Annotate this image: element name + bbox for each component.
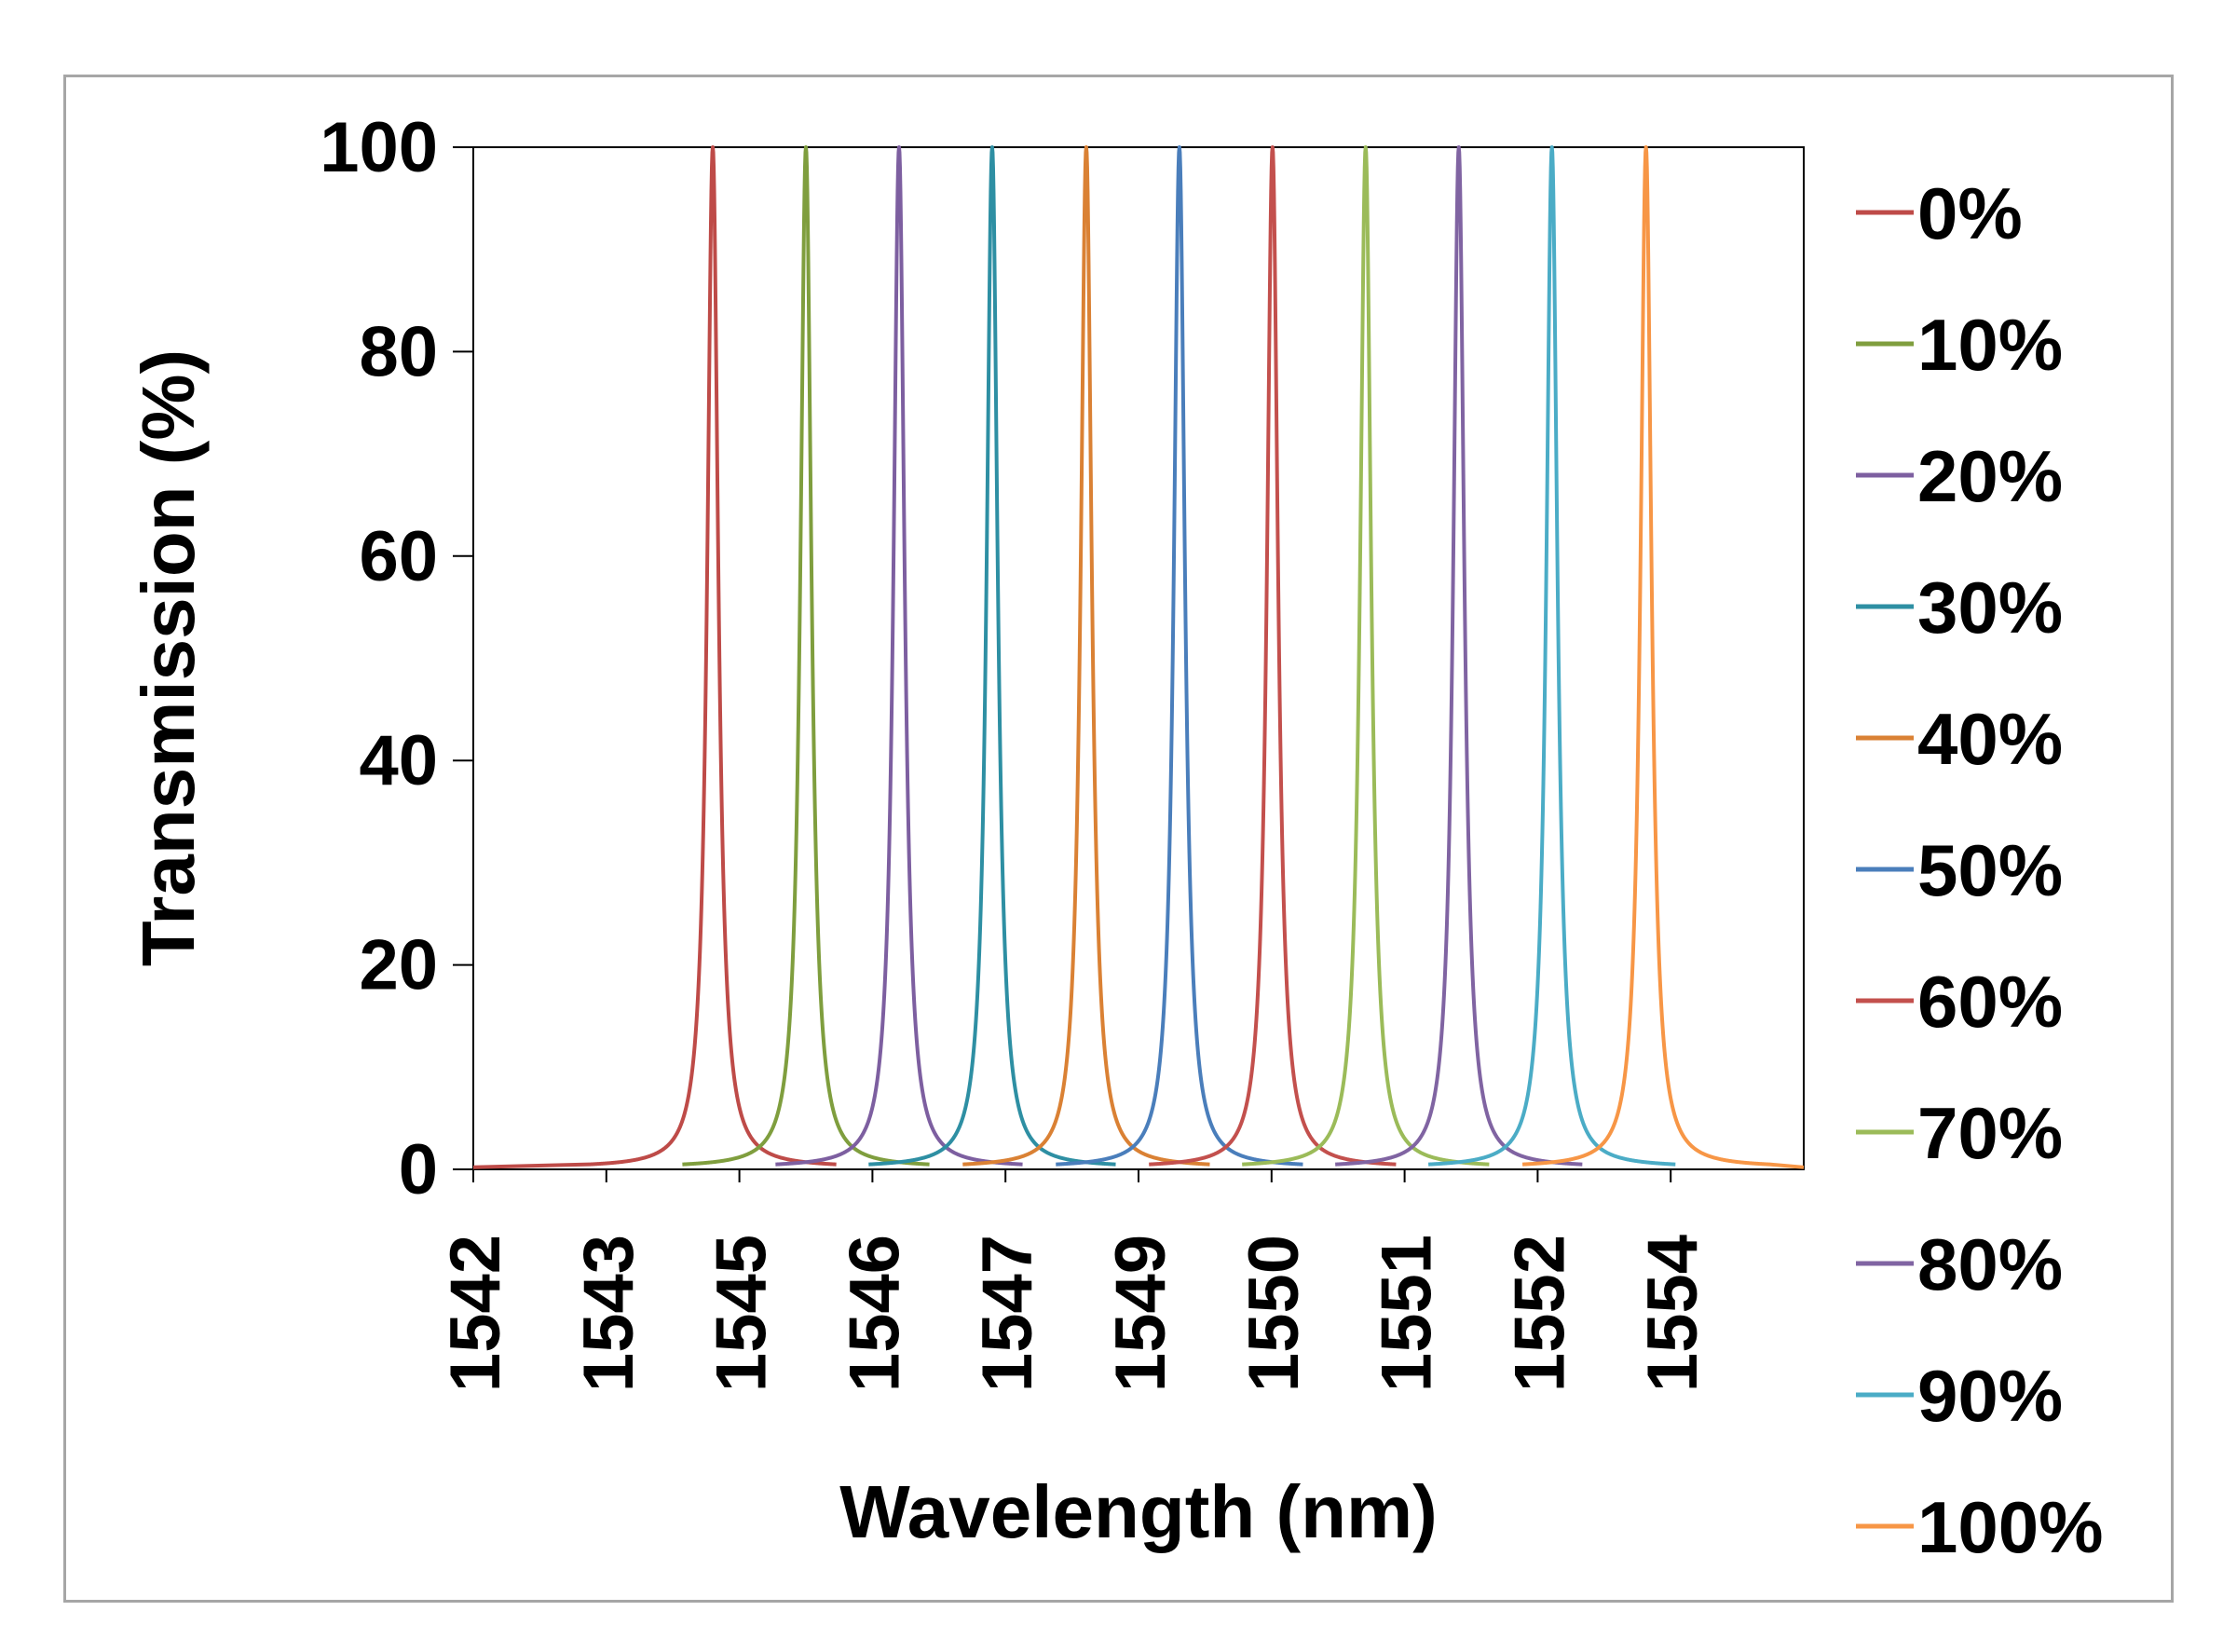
x-tick-label: 1547 — [968, 1235, 1047, 1392]
legend-label: 70% — [1917, 1092, 2063, 1174]
legend-label: 100% — [1917, 1486, 2104, 1568]
series-line-100pct — [1521, 145, 1805, 1169]
legend-label: 90% — [1917, 1355, 2063, 1437]
legend-label: 80% — [1917, 1223, 2063, 1305]
legend-label: 50% — [1917, 829, 2063, 911]
series-line-30pct — [866, 145, 1118, 1167]
legend-label: 60% — [1917, 961, 2063, 1043]
x-tick-label: 1549 — [1101, 1235, 1180, 1392]
plot-area — [472, 146, 1805, 1170]
x-tick-label: 1550 — [1234, 1235, 1314, 1392]
y-tick-label: 60 — [359, 517, 438, 596]
y-axis-title: Transmission (%) — [127, 349, 210, 966]
series-line-90pct — [1426, 145, 1677, 1167]
y-tick-label: 0 — [399, 1130, 438, 1209]
y-tick-label: 80 — [359, 312, 438, 391]
x-tick-label: 1545 — [702, 1235, 782, 1392]
y-tick-label: 40 — [359, 721, 438, 800]
series-line-70pct — [1240, 145, 1491, 1167]
series-line-50pct — [1054, 145, 1304, 1167]
series-layer — [472, 145, 1805, 1169]
y-tick-label: 20 — [359, 926, 438, 1005]
x-tick-label: 1542 — [436, 1235, 515, 1392]
x-tick-label: 1551 — [1368, 1235, 1447, 1392]
series-line-20pct — [773, 145, 1025, 1167]
x-tick-label: 1554 — [1633, 1235, 1712, 1392]
x-tick-label: 1546 — [835, 1235, 914, 1392]
x-axis: 1542 1543 1545 1546 1547 1549 1550 1551 1552 1554 — [436, 1169, 1712, 1392]
legend-label: 10% — [1917, 304, 2063, 386]
legend-label: 30% — [1917, 567, 2063, 649]
legend-label: 0% — [1917, 172, 2023, 254]
y-tick-label: 100 — [320, 108, 438, 187]
series-line-60pct — [1147, 145, 1398, 1167]
x-tick-label: 1552 — [1500, 1235, 1579, 1392]
series-line-0pct — [472, 145, 839, 1169]
x-axis-title: Wavelength (nm) — [839, 1470, 1437, 1553]
series-line-40pct — [961, 145, 1211, 1167]
legend: 0% 10% 20% 30% 40% 50% 60% 70% 80% 90% 100% — [1856, 172, 2104, 1568]
series-line-80pct — [1333, 145, 1584, 1167]
x-tick-label: 1543 — [569, 1235, 648, 1392]
legend-label: 40% — [1917, 698, 2063, 780]
series-line-10pct — [680, 145, 932, 1167]
y-axis: 0 20 40 60 80 100 — [320, 108, 473, 1209]
legend-label: 20% — [1917, 435, 2063, 517]
